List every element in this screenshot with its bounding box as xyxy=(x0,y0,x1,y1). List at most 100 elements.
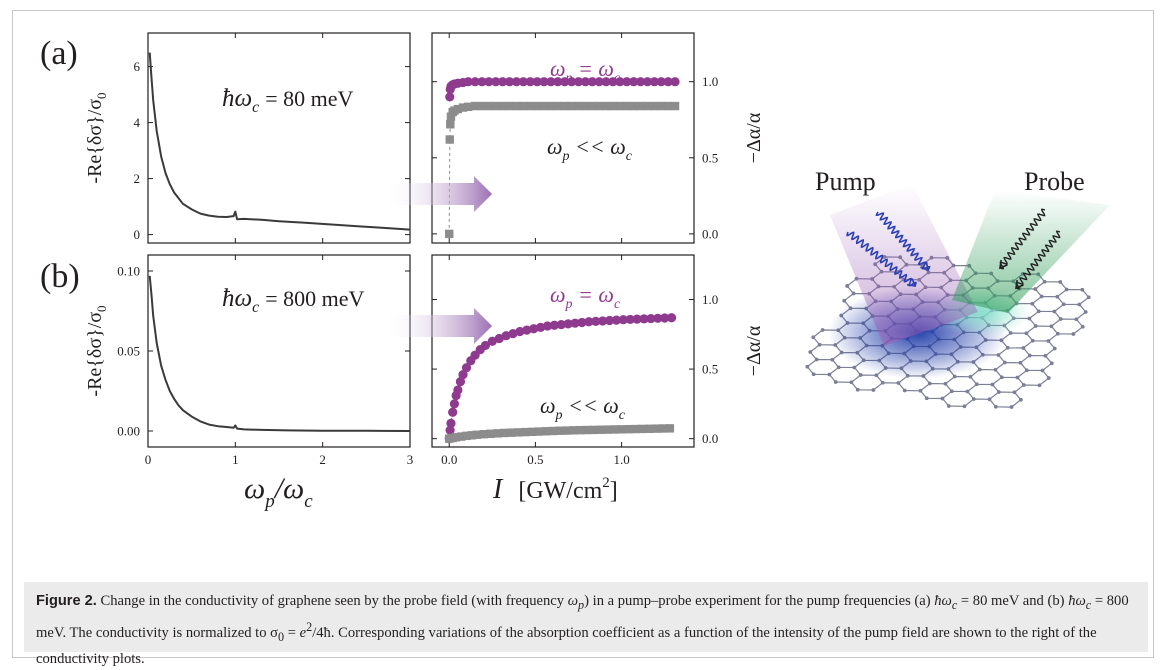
point-a-right-0-34 xyxy=(649,77,659,87)
lattice-atom xyxy=(811,372,816,377)
point-a-right-1-34 xyxy=(643,101,652,111)
point-b-right-0-39 xyxy=(660,313,670,323)
lattice-atom xyxy=(1080,287,1085,292)
lattice-atom xyxy=(1033,287,1038,291)
ytick-label-b-right-0: 0.0 xyxy=(702,431,718,446)
point-b-right-1-8 xyxy=(486,429,495,438)
point-b-right-0-20 xyxy=(529,324,539,334)
point-b-right-0-8 xyxy=(458,370,468,380)
lattice-atom xyxy=(830,357,835,362)
point-a-right-0-18 xyxy=(539,77,549,87)
pump-wave-1 xyxy=(846,231,917,287)
point-b-right-1-33 xyxy=(658,424,668,433)
xtick-label-b-right-2: 1.0 xyxy=(613,452,629,467)
lattice-atom xyxy=(1021,383,1026,387)
lattice-atom xyxy=(1033,324,1038,328)
point-b-right-1-9 xyxy=(493,429,502,438)
lattice-atom xyxy=(842,298,847,303)
lattice-atom xyxy=(971,397,976,401)
lattice-atom xyxy=(1077,302,1082,307)
point-a-right-0-23 xyxy=(573,77,584,87)
point-a-right-0-24 xyxy=(580,77,591,87)
lattice-atom xyxy=(1080,324,1085,329)
caption-math-3: ħω xyxy=(1068,593,1086,609)
lattice-atom xyxy=(949,389,954,394)
right-ylabel-a: −Δα/α xyxy=(743,112,765,163)
point-b-right-1-3 xyxy=(457,432,466,441)
point-a-right-0-16 xyxy=(525,77,535,87)
point-b-right-0-35 xyxy=(632,314,642,324)
lattice-atom xyxy=(1018,360,1023,365)
point-a-right-0-32 xyxy=(635,77,646,87)
lattice-atom xyxy=(808,350,813,354)
ytick-label-a-left-3: 6 xyxy=(134,59,141,74)
point-a-right-1-24 xyxy=(574,101,583,111)
lattice-atom xyxy=(858,373,863,377)
equal-label-a-main: ω xyxy=(550,56,566,81)
point-a-right-1-36 xyxy=(657,101,666,111)
point-b-right-0-29 xyxy=(591,316,601,326)
lattice-atom xyxy=(1027,353,1032,358)
point-a-right-0-12 xyxy=(498,77,508,87)
point-b-right-1-6 xyxy=(472,430,482,439)
lattice-atom xyxy=(1074,317,1079,322)
point-a-right-1-37 xyxy=(663,101,673,111)
pump-probe-illustration: Pump Probe xyxy=(805,167,1110,409)
point-a-right-1-14 xyxy=(505,101,514,111)
caption-math-1: ω xyxy=(567,593,579,609)
lattice-atom xyxy=(946,404,951,408)
lattice-atom xyxy=(1055,331,1060,336)
transfer-arrow-a xyxy=(384,176,492,212)
lattice-atom xyxy=(1043,353,1048,358)
lattice-atom xyxy=(851,291,856,296)
lattice-atom xyxy=(1049,361,1054,366)
lattice-atom xyxy=(1009,405,1014,409)
equal-label-b: ωp = ωc xyxy=(550,282,621,312)
point-b-right-0-2 xyxy=(446,418,456,428)
lattice-atom xyxy=(1040,368,1045,373)
point-a-right-1-35 xyxy=(650,101,659,111)
lattice-atom xyxy=(962,404,967,409)
point-a-right-0-26 xyxy=(594,77,604,87)
lattice-atom xyxy=(852,365,857,370)
point-b-right-1-18 xyxy=(555,426,564,435)
lattice-atom xyxy=(896,381,901,385)
left-ylabel-a: -Re{δσ}/σ0 xyxy=(84,92,109,183)
lattice-atom xyxy=(943,381,948,386)
lattice-atom xyxy=(874,373,879,378)
lattice-atom xyxy=(1042,279,1047,284)
point-a-right-0-13 xyxy=(504,77,515,87)
point-b-right-1-16 xyxy=(541,427,550,436)
lattice-atom xyxy=(871,388,876,392)
xtick-label-b-left-1: 1 xyxy=(232,452,239,467)
ytick-label-a-right-1: 0.5 xyxy=(702,150,718,165)
point-a-right-0-25 xyxy=(587,77,597,87)
lattice-atom xyxy=(1061,302,1066,307)
probe-beam xyxy=(952,190,1110,313)
point-a-right-0-21 xyxy=(560,77,570,87)
lattice-atom xyxy=(811,335,816,340)
point-a-right-1-25 xyxy=(581,101,590,111)
lattice-atom xyxy=(820,328,825,332)
point-b-right-0-31 xyxy=(604,315,615,326)
panel-b-letter: (b) xyxy=(40,258,80,295)
point-a-right-1-32 xyxy=(629,101,638,111)
lattice-atom xyxy=(1024,368,1029,373)
point-a-right-1-28 xyxy=(601,101,611,111)
point-a-right-1-13 xyxy=(498,101,507,111)
ytick-label-a-left-0: 0 xyxy=(134,227,141,242)
caption-text-4: = 800 meV. The conductivity is normalize… xyxy=(36,593,1129,641)
point-b-right-1-31 xyxy=(644,424,654,433)
lattice-atom xyxy=(1046,339,1051,343)
lattice-atom xyxy=(849,380,854,385)
figure-caption: Figure 2. Change in the conductivity of … xyxy=(24,582,1148,667)
lattice-atom xyxy=(1002,360,1007,365)
point-a-right-1-18 xyxy=(532,101,542,111)
point-a-right-1-21 xyxy=(553,101,563,111)
ytick-label-a-right-0: 0.0 xyxy=(702,226,718,241)
lattice-atom xyxy=(1064,287,1069,292)
point-a-right-0-19 xyxy=(546,77,556,87)
lattice-atom xyxy=(999,375,1004,380)
point-b-right-1-26 xyxy=(610,425,619,434)
point-a-right-0-22 xyxy=(567,77,577,87)
